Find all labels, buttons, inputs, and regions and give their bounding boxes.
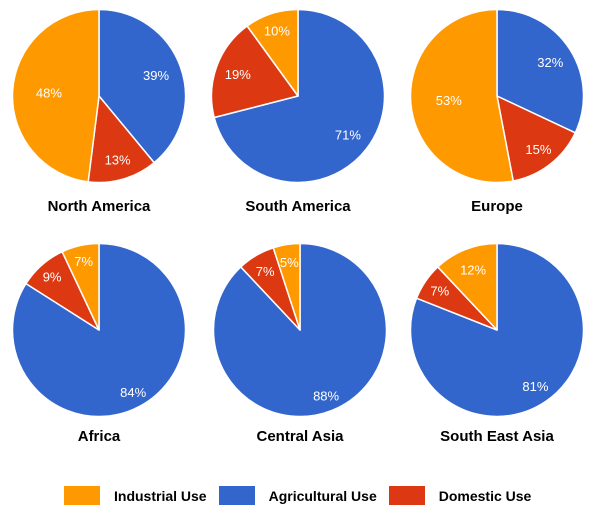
slice-label-industrial-use: 53% [436,93,462,108]
pie-slice-industrial-use [61,242,100,331]
slice-label-industrial-use: 48% [36,85,62,100]
slice-label-industrial-use: 7% [74,254,93,269]
legend-item-agricultural: Agricultural Use [218,486,377,505]
pie-south-america: 71% 19% 10% [210,8,386,184]
chart-title-south-east-asia: South East Asia [440,428,554,445]
slice-label-agricultural-use: 32% [537,55,563,70]
slice-label-industrial-use: 5% [280,255,299,270]
slice-label-domestic-use: 9% [43,269,62,284]
legend-label-domestic: Domestic Use [438,487,532,504]
slice-label-agricultural-use: 39% [143,68,169,83]
chart-south-east-asia: 81% 7% 12% South East Asia [397,230,597,460]
pie-slice-agricultural-use [496,8,585,134]
pie-slice-industrial-use [246,8,299,97]
legend-item-domestic: Domestic Use [388,486,532,505]
pie-slice-domestic-use [496,95,577,182]
chart-africa: 84% 9% 7% Africa [0,230,199,460]
slice-label-domestic-use: 15% [525,142,551,157]
pie-central-asia: 88% 7% 5% [212,242,388,418]
pie-north-america: 39% 13% 48% [11,8,187,184]
pie-slice-industrial-use [409,8,514,184]
slice-label-agricultural-use: 71% [335,127,361,142]
chart-title-north-america: North America [47,198,151,215]
pie-europe: 32% 15% 53% [409,8,585,184]
slice-label-industrial-use: 12% [460,262,486,277]
legend: Industrial Use Agricultural Use Domestic… [64,486,531,505]
pie-slice-domestic-use [87,95,155,184]
chart-south-america: 71% 19% 10% South America [198,0,398,230]
chart-europe: 32% 15% 53% Europe [397,0,597,230]
chart-title-europe: Europe [471,198,523,215]
legend-label-industrial: Industrial Use [114,487,207,504]
chart-title-south-america: South America [245,198,351,215]
pie-slice-agricultural-use [98,8,187,164]
chart-north-america: 39% 13% 48% North America [0,0,199,230]
pie-slice-industrial-use [272,242,301,331]
pie-south-east-asia: 81% 7% 12% [409,242,585,418]
chart-title-central-asia: Central Asia [256,428,344,445]
slice-label-agricultural-use: 81% [522,379,548,394]
slice-label-agricultural-use: 88% [313,388,339,403]
slice-label-domestic-use: 7% [256,264,275,279]
chart-title-africa: Africa [77,428,121,445]
pie-slice-industrial-use [11,8,100,183]
legend-label-agricultural: Agricultural Use [268,487,377,504]
legend-swatch-industrial [64,486,100,505]
pie-slice-domestic-use [210,25,299,119]
pie-slice-industrial-use [437,242,498,331]
chart-central-asia: 88% 7% 5% Central Asia [200,230,400,460]
legend-swatch-agricultural [218,486,255,505]
slice-label-domestic-use: 7% [430,284,449,299]
legend-swatch-domestic [388,486,425,505]
slice-label-domestic-use: 19% [225,67,251,82]
legend-item-industrial: Industrial Use [64,486,207,505]
pie-slice-agricultural-use [213,8,386,184]
slice-label-industrial-use: 10% [264,24,290,39]
slice-label-agricultural-use: 84% [120,385,146,400]
slice-label-domestic-use: 13% [105,153,131,168]
pie-africa: 84% 9% 7% [11,242,187,418]
